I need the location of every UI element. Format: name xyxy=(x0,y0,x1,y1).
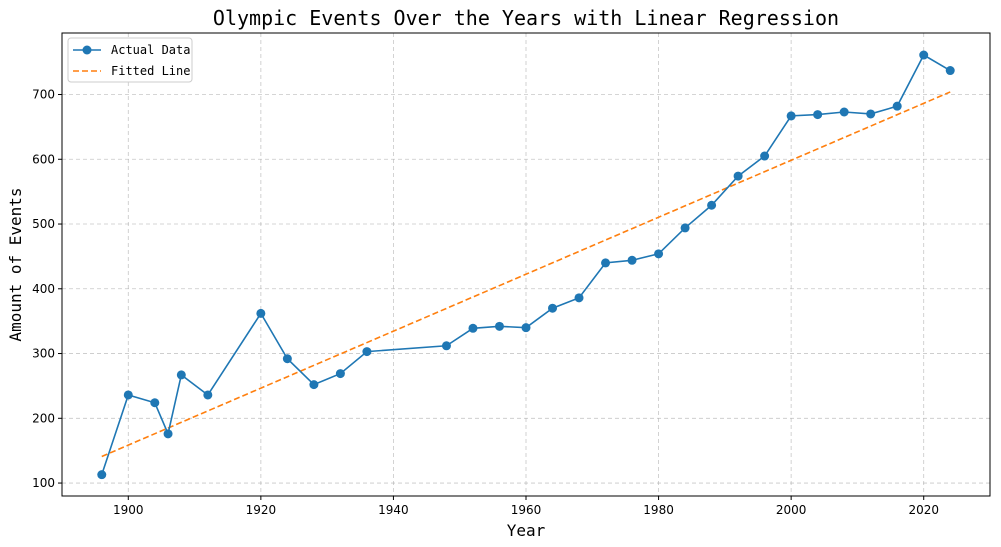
data-point xyxy=(335,369,345,379)
y-tick-label: 500 xyxy=(32,217,55,231)
data-point xyxy=(839,107,849,117)
data-point xyxy=(680,223,690,233)
data-point xyxy=(760,151,770,161)
y-tick-label: 200 xyxy=(32,411,55,425)
y-tick-label: 100 xyxy=(32,476,55,490)
data-point xyxy=(150,398,160,408)
data-point xyxy=(282,354,292,364)
legend-box xyxy=(67,37,193,83)
x-tick-label: 1900 xyxy=(113,503,144,517)
data-point xyxy=(707,200,717,210)
actual-data-group xyxy=(97,50,955,480)
legend: Actual Data Fitted Line xyxy=(67,37,193,83)
data-point xyxy=(574,293,584,303)
data-point xyxy=(892,101,902,111)
data-point xyxy=(123,390,133,400)
data-point xyxy=(627,255,637,265)
x-tick-label: 1980 xyxy=(643,503,674,517)
data-point xyxy=(309,380,319,390)
data-point xyxy=(494,321,504,331)
data-point xyxy=(256,308,266,318)
legend-actual-label: Actual Data xyxy=(111,43,190,57)
y-tick-label: 300 xyxy=(32,347,55,361)
data-point xyxy=(733,171,743,181)
data-point xyxy=(945,66,955,76)
y-tick-label: 600 xyxy=(32,152,55,166)
x-tick-label: 1940 xyxy=(378,503,409,517)
x-tick-label: 2000 xyxy=(776,503,807,517)
data-point xyxy=(548,303,558,313)
data-point xyxy=(601,258,611,268)
data-point xyxy=(468,323,478,333)
grid xyxy=(62,33,990,496)
data-point xyxy=(97,470,107,480)
x-tick-label: 2020 xyxy=(908,503,939,517)
fitted-line xyxy=(101,91,951,458)
x-axis-ticks: 1900 1920 1940 1960 1980 2000 2020 xyxy=(113,496,939,517)
x-tick-label: 1960 xyxy=(511,503,542,517)
legend-actual-marker xyxy=(82,45,92,55)
chart-title: Olympic Events Over the Years with Linea… xyxy=(213,6,839,30)
data-point xyxy=(441,341,451,351)
x-axis-label: Year xyxy=(507,521,546,540)
y-tick-label: 400 xyxy=(32,282,55,296)
data-point xyxy=(203,390,213,400)
y-axis-ticks: 100 200 300 400 500 600 700 xyxy=(32,88,62,490)
data-point xyxy=(176,370,186,380)
y-axis-label: Amount of Events xyxy=(6,187,25,341)
data-point xyxy=(163,429,173,439)
data-point xyxy=(919,50,929,60)
fitted-line-group xyxy=(101,91,951,458)
data-point xyxy=(813,110,823,120)
x-tick-label: 1920 xyxy=(246,503,277,517)
data-point xyxy=(362,347,372,357)
data-point xyxy=(654,249,664,259)
data-point xyxy=(521,323,531,333)
data-point xyxy=(786,111,796,121)
legend-fitted-label: Fitted Line xyxy=(111,64,190,78)
y-tick-label: 700 xyxy=(32,88,55,102)
data-point xyxy=(866,109,876,119)
